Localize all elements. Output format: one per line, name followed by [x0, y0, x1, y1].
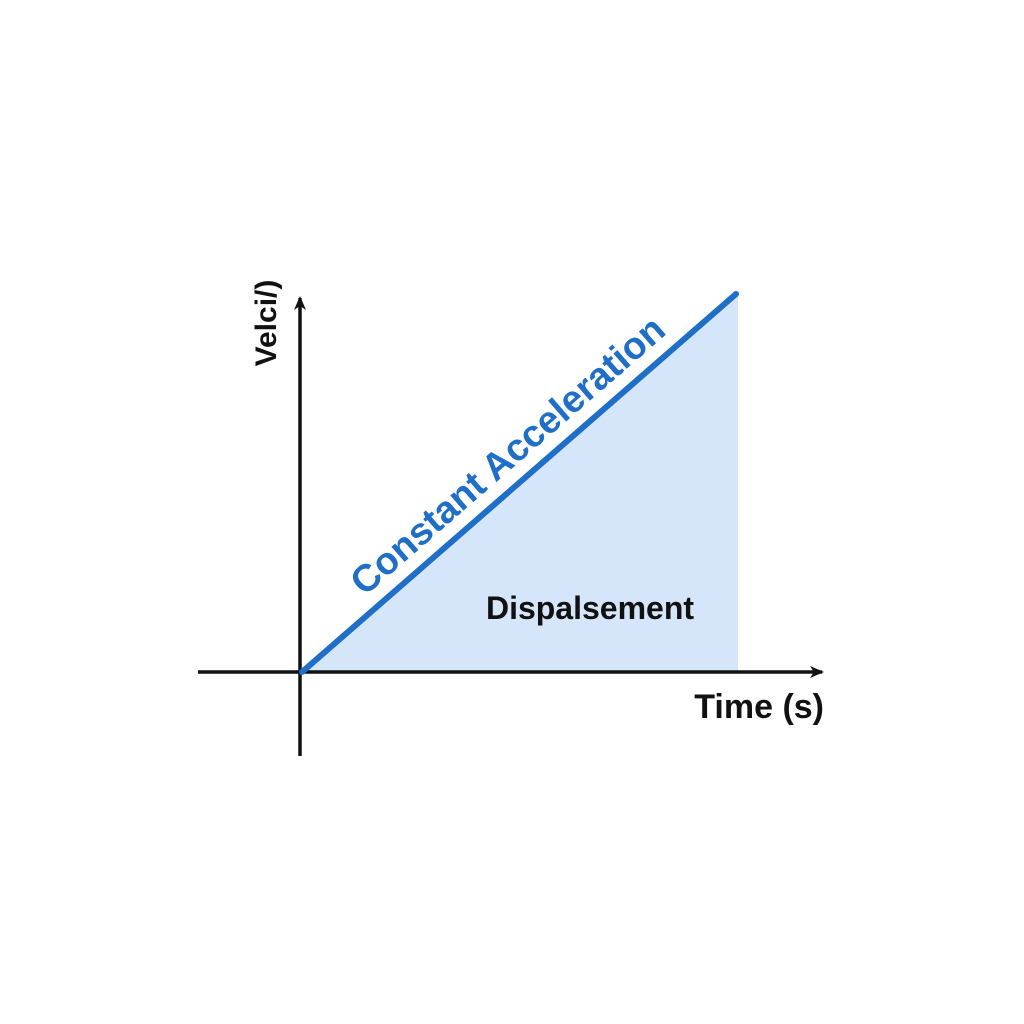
- y-axis-label: Velci/): [250, 280, 283, 367]
- acceleration-line: [299, 291, 739, 675]
- area-label: Dispalsement: [486, 590, 694, 626]
- x-axis-label: Time (s): [694, 688, 824, 726]
